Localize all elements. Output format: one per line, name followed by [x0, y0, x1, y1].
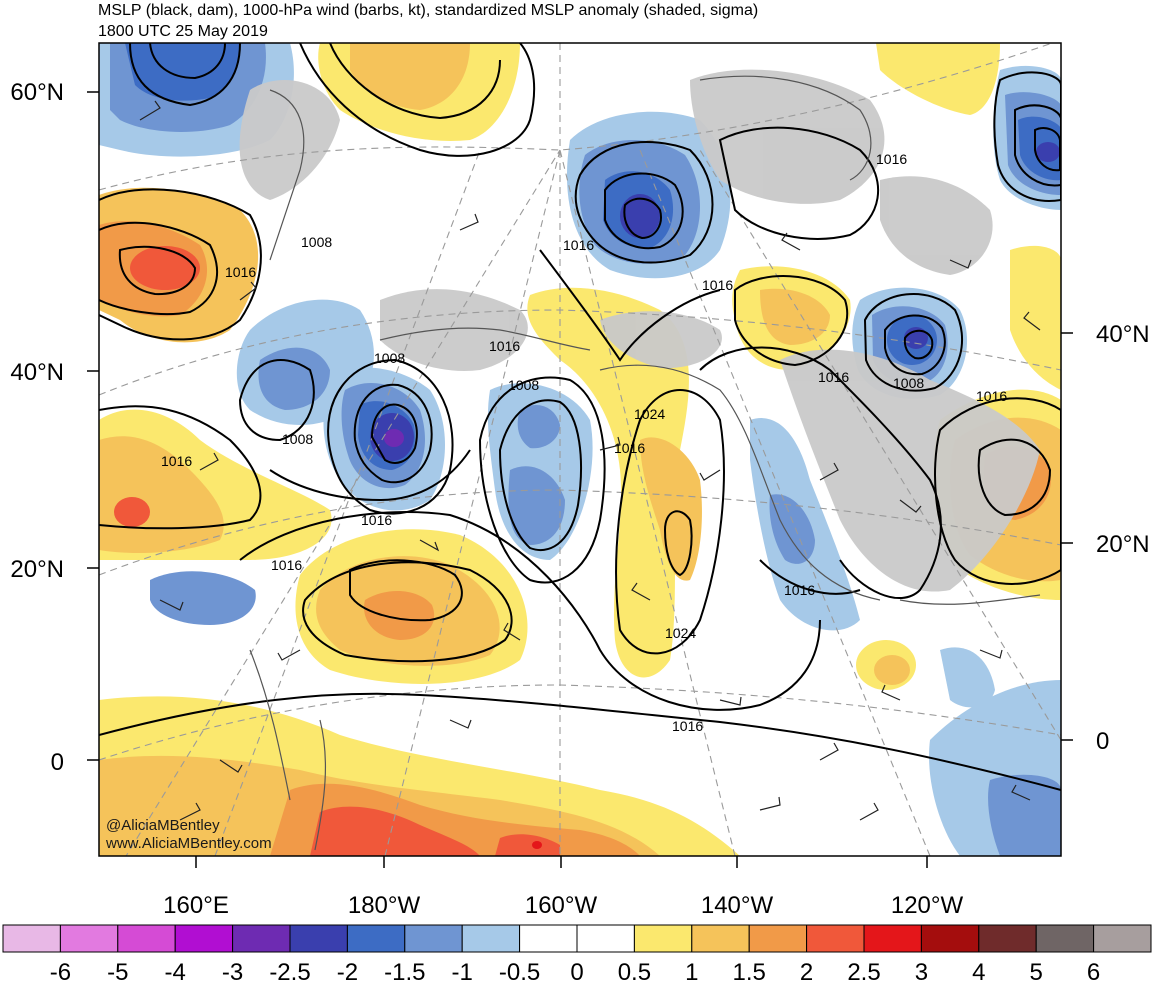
- isobar-label: 1016: [489, 338, 520, 354]
- colorbar-tick-label: 0: [570, 959, 583, 981]
- lat-label-20n-right: 20°N: [1096, 531, 1150, 558]
- coastlines: [249, 75, 1041, 851]
- colorbar-swatch: [633, 924, 693, 953]
- colorbar-swatch: [174, 924, 234, 953]
- credit-site: www.AliciaMBentley.com: [106, 835, 272, 852]
- graticule: [99, 43, 1061, 856]
- credit-handle: @AliciaMBentley: [106, 817, 220, 834]
- colorbar-swatch: [117, 924, 176, 953]
- colorbar-swatch: [519, 924, 578, 953]
- colorbar-tick-label: 1.5: [733, 959, 766, 981]
- lat-label-60n: 60°N: [10, 79, 64, 106]
- colorbar-tick-label: -4: [165, 959, 186, 981]
- colorbar-tick-label: -1.5: [384, 959, 425, 981]
- map-frame: [98, 42, 1062, 857]
- colorbar-swatch: [289, 924, 348, 953]
- lat-label-40n-right: 40°N: [1096, 321, 1150, 348]
- colorbar-swatch: [461, 924, 521, 953]
- isobar-label: 1008: [508, 377, 539, 393]
- isobar-labels: 1008 1016 1016 1008 1016 1016 1008 1008 …: [161, 151, 1007, 734]
- isobar-label: 1016: [672, 718, 703, 734]
- colorbar-swatch: [1035, 924, 1095, 953]
- colorbar-tick-label: -1: [452, 959, 473, 981]
- lat-label-20n: 20°N: [10, 556, 64, 583]
- lat-label-0: 0: [51, 749, 64, 776]
- isobar-label: 1016: [976, 388, 1007, 404]
- lon-label-140w: 140°W: [701, 892, 774, 919]
- map-panel: 1008 1016 1016 1008 1016 1016 1008 1008 …: [99, 43, 1061, 856]
- colorbar-tick-label: -2: [337, 959, 358, 981]
- colorbar-swatch: [748, 924, 808, 953]
- isobar-label: 1016: [161, 453, 192, 469]
- colorbar-tick-label: 0.5: [618, 959, 651, 981]
- lat-label-40n: 40°N: [10, 359, 64, 386]
- colorbar-tick-label: 1: [685, 959, 698, 981]
- isobar-label: 1008: [893, 375, 924, 391]
- isobar-label: 1016: [563, 237, 594, 253]
- isobar-label: 1016: [361, 512, 392, 528]
- isobar-label: 1024: [665, 625, 696, 641]
- land-gray: [239, 69, 1040, 592]
- colorbar-swatch: [404, 924, 463, 953]
- colorbar-tick-label: -2.5: [269, 959, 310, 981]
- valid-time: 1800 UTC 25 May 2019: [98, 23, 268, 40]
- wind-barbs: [139, 100, 1041, 821]
- isobar-label: 1016: [876, 151, 907, 167]
- colorbar-swatch: [978, 924, 1037, 953]
- axis-ticks: [87, 91, 1073, 868]
- colorbar-tick-label: 2.5: [847, 959, 880, 981]
- lon-label-160w: 160°W: [525, 892, 598, 919]
- lon-label-160e: 160°E: [163, 892, 229, 919]
- colorbar-swatch: [2, 924, 61, 953]
- colorbar-swatch: [346, 924, 406, 953]
- isobar-label: 1016: [784, 582, 815, 598]
- colorbar-swatch: [863, 924, 922, 953]
- colorbar-tick-label: -5: [107, 959, 128, 981]
- colorbar-swatch: [1093, 924, 1152, 953]
- colorbar-tick-label: 3: [915, 959, 928, 981]
- colorbar-tick-label: -3: [222, 959, 243, 981]
- colorbar-swatch: [691, 924, 750, 953]
- isobar-label: 1016: [225, 264, 256, 280]
- colorbar-swatch: [920, 924, 980, 953]
- isobar-label: 1016: [702, 277, 733, 293]
- isobar-label: 1024: [634, 406, 665, 422]
- colorbar-swatch: [59, 924, 119, 953]
- axis-labels: 60°N 40°N 20°N 0 40°N 20°N 0 160°E 180°W…: [10, 79, 1149, 919]
- colorbar-swatch: [576, 924, 635, 953]
- isobar-label: 1008: [374, 350, 405, 366]
- colorbar-swatch: [232, 924, 291, 953]
- isobar-label: 1008: [301, 234, 332, 250]
- colorbar-tick-label: -6: [50, 959, 71, 981]
- isobar-label: 1016: [271, 557, 302, 573]
- colorbar-tick-label: -0.5: [499, 959, 540, 981]
- lon-label-180w: 180°W: [348, 892, 421, 919]
- lon-label-120w: 120°W: [891, 892, 964, 919]
- colorbar-tick-label: 4: [972, 959, 985, 981]
- colorbar-tick-label: 2: [800, 959, 813, 981]
- colorbar: -6 -5 -4 -3 -2.5 -2 -1.5 -1 -0.5 0 0.5 1 1.5 2 2.5 3 4 5 6: [2, 924, 1152, 981]
- colorbar-swatch: [806, 924, 865, 953]
- lat-label-0-right: 0: [1096, 728, 1109, 755]
- isobar-label: 1016: [818, 369, 849, 385]
- figure-title: MSLP (black, dam), 1000-hPa wind (barbs,…: [98, 2, 759, 19]
- isobar-label: 1016: [614, 440, 645, 456]
- isobar-label: 1008: [282, 431, 313, 447]
- colorbar-tick-label: 5: [1030, 959, 1043, 981]
- colorbar-tick-label: 6: [1087, 959, 1100, 981]
